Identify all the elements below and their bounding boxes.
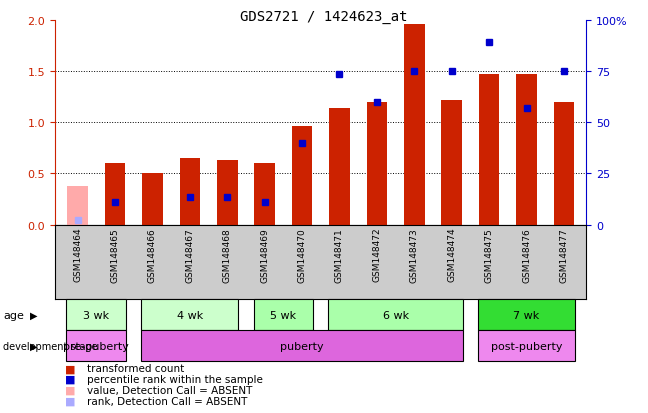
Bar bbox=[478, 330, 575, 361]
Bar bbox=[479, 75, 500, 225]
Text: puberty: puberty bbox=[280, 341, 324, 351]
Text: 4 wk: 4 wk bbox=[177, 310, 203, 320]
Text: value, Detection Call = ABSENT: value, Detection Call = ABSENT bbox=[87, 385, 253, 395]
Text: 7 wk: 7 wk bbox=[513, 310, 540, 320]
Text: ■: ■ bbox=[65, 374, 75, 384]
Text: GSM148464: GSM148464 bbox=[73, 227, 82, 282]
Text: GSM148477: GSM148477 bbox=[559, 227, 568, 282]
Bar bbox=[516, 75, 537, 225]
Bar bbox=[404, 25, 424, 225]
Text: ▶: ▶ bbox=[30, 341, 38, 351]
Text: rank, Detection Call = ABSENT: rank, Detection Call = ABSENT bbox=[87, 396, 248, 406]
Text: development stage: development stage bbox=[3, 341, 98, 351]
Text: GSM148475: GSM148475 bbox=[485, 227, 494, 282]
Bar bbox=[142, 174, 163, 225]
Bar bbox=[217, 161, 238, 225]
Text: 6 wk: 6 wk bbox=[382, 310, 409, 320]
Text: ■: ■ bbox=[65, 363, 75, 373]
Text: age: age bbox=[3, 310, 24, 320]
Text: 5 wk: 5 wk bbox=[270, 310, 296, 320]
Bar bbox=[67, 330, 126, 361]
Bar bbox=[329, 109, 350, 225]
Bar bbox=[329, 299, 463, 330]
Text: GSM148474: GSM148474 bbox=[447, 227, 456, 282]
Text: GSM148469: GSM148469 bbox=[260, 227, 269, 282]
Bar bbox=[105, 164, 125, 225]
Text: GSM148471: GSM148471 bbox=[335, 227, 344, 282]
Text: ■: ■ bbox=[65, 385, 75, 395]
Text: 3 wk: 3 wk bbox=[83, 310, 110, 320]
Bar bbox=[553, 102, 574, 225]
Bar bbox=[141, 299, 238, 330]
Bar bbox=[441, 100, 462, 225]
Text: GSM148468: GSM148468 bbox=[223, 227, 232, 282]
Text: GSM148476: GSM148476 bbox=[522, 227, 531, 282]
Text: GSM148465: GSM148465 bbox=[110, 227, 119, 282]
Text: pre-puberty: pre-puberty bbox=[64, 341, 129, 351]
Bar bbox=[141, 330, 463, 361]
Bar bbox=[254, 164, 275, 225]
Text: ■: ■ bbox=[65, 396, 75, 406]
Bar bbox=[67, 186, 88, 225]
Text: GSM148472: GSM148472 bbox=[373, 227, 382, 282]
Bar bbox=[292, 127, 312, 225]
Text: GDS2721 / 1424623_at: GDS2721 / 1424623_at bbox=[240, 10, 408, 24]
Bar bbox=[179, 159, 200, 225]
Text: GSM148466: GSM148466 bbox=[148, 227, 157, 282]
Text: GSM148470: GSM148470 bbox=[297, 227, 307, 282]
Text: post-puberty: post-puberty bbox=[491, 341, 562, 351]
Text: percentile rank within the sample: percentile rank within the sample bbox=[87, 374, 263, 384]
Text: transformed count: transformed count bbox=[87, 363, 185, 373]
Text: GSM148467: GSM148467 bbox=[185, 227, 194, 282]
Bar bbox=[478, 299, 575, 330]
Bar bbox=[253, 299, 313, 330]
Bar bbox=[67, 299, 126, 330]
Text: GSM148473: GSM148473 bbox=[410, 227, 419, 282]
Bar bbox=[367, 102, 387, 225]
Text: ▶: ▶ bbox=[30, 310, 38, 320]
